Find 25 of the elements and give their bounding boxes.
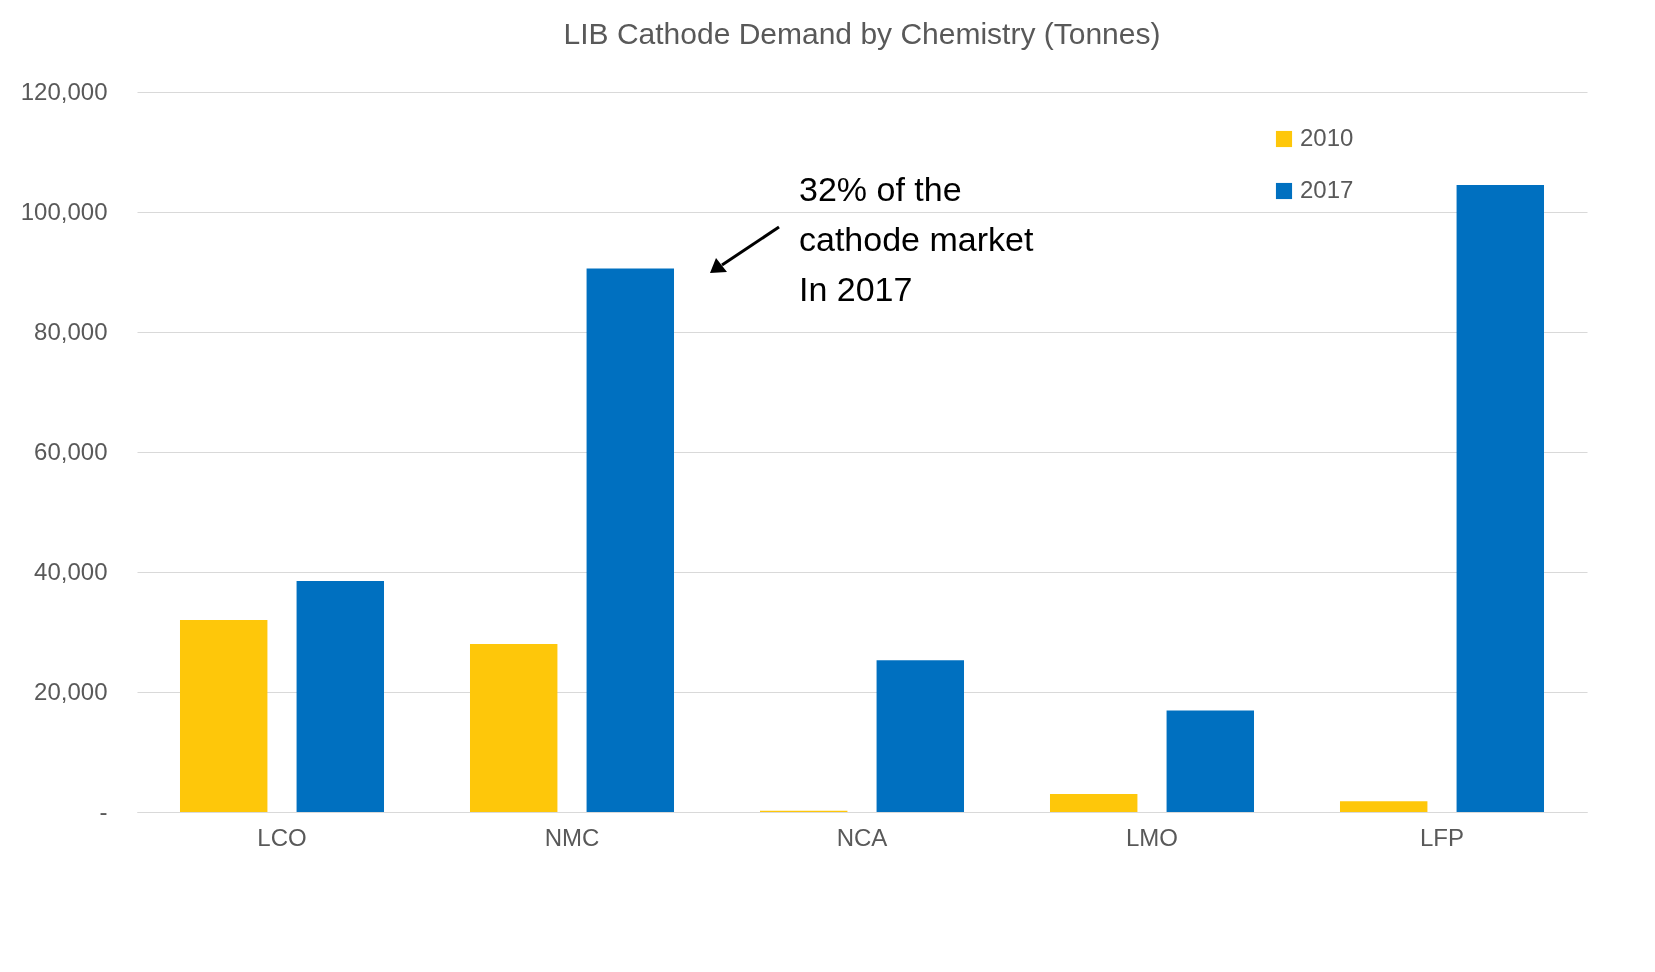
x-tick-label: LFP [1419,823,1465,851]
y-tick-label: 120,000 [20,77,108,105]
y-tick-label: 40,000 [34,557,108,585]
bar [1049,794,1138,812]
bar [1339,801,1428,812]
legend-label: 2017 [1300,176,1354,203]
x-tick-label: NCA [836,823,888,851]
bar [179,620,268,812]
y-tick-label: 60,000 [34,437,108,465]
chart-title: LIB Cathode Demand by Chemistry (Tonnes) [563,17,1161,50]
x-tick-label: LMO [1125,823,1179,851]
x-tick-label: NMC [544,823,600,851]
x-tick-label: LCO [257,823,307,851]
y-tick-label: 20,000 [34,677,108,705]
legend-label: 2010 [1300,124,1354,151]
y-tick-label: - [99,797,108,825]
bar [469,644,558,812]
bar [296,581,385,812]
y-tick-label: 100,000 [20,197,108,225]
bar [1166,710,1255,812]
annotation: 32% of the cathode market In 2017 [799,170,1034,308]
bar [876,660,965,812]
bar [586,268,675,812]
bar [1456,185,1545,812]
y-tick-label: 80,000 [34,317,108,345]
